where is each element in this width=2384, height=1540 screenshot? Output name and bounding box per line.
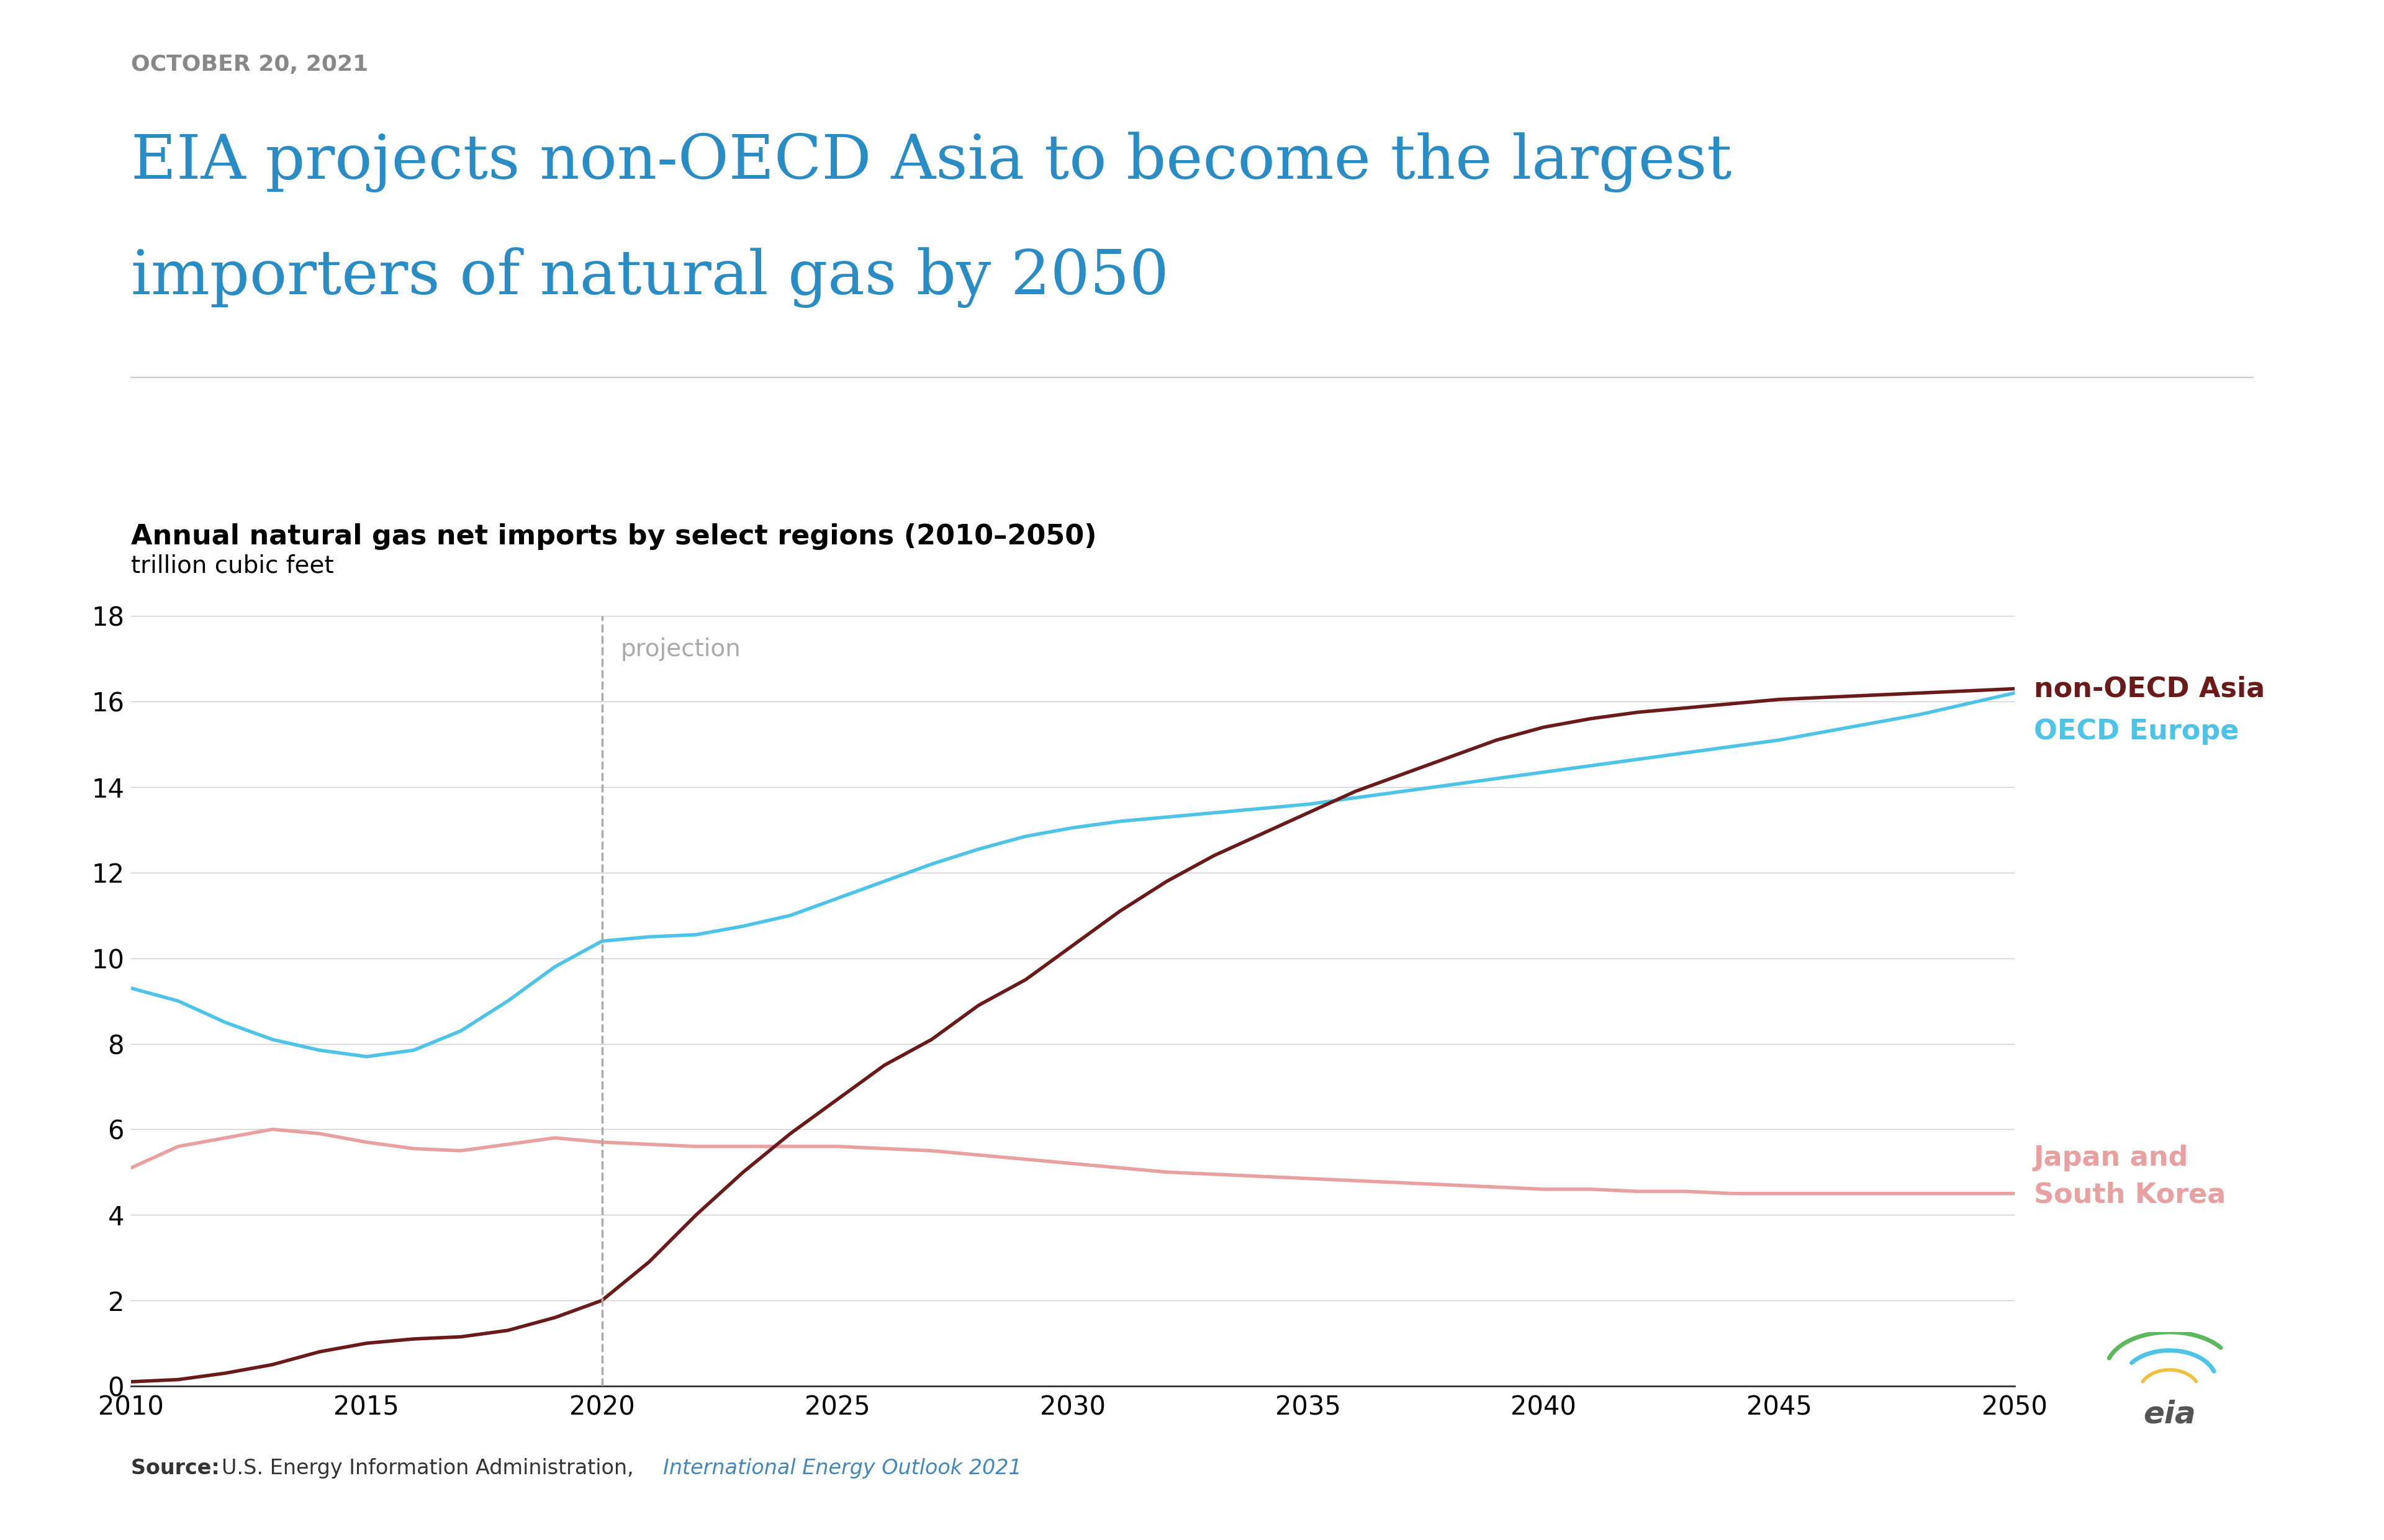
Text: Annual natural gas net imports by select regions (2010–2050): Annual natural gas net imports by select… [131,524,1097,550]
Text: eia: eia [2143,1400,2196,1429]
Text: International Energy Outlook 2021: International Energy Outlook 2021 [663,1458,1020,1478]
Text: importers of natural gas by 2050: importers of natural gas by 2050 [131,248,1168,308]
Text: projection: projection [620,638,741,661]
Text: OCTOBER 20, 2021: OCTOBER 20, 2021 [131,54,370,75]
Text: U.S. Energy Information Administration,: U.S. Energy Information Administration, [222,1458,641,1478]
Text: EIA projects non-OECD Asia to become the largest: EIA projects non-OECD Asia to become the… [131,132,1731,192]
Text: OECD Europe: OECD Europe [2034,718,2239,745]
Text: non-OECD Asia: non-OECD Asia [2034,676,2265,702]
Text: Japan and
South Korea: Japan and South Korea [2034,1144,2227,1209]
Text: trillion cubic feet: trillion cubic feet [131,554,334,578]
Text: Source:: Source: [131,1458,226,1478]
